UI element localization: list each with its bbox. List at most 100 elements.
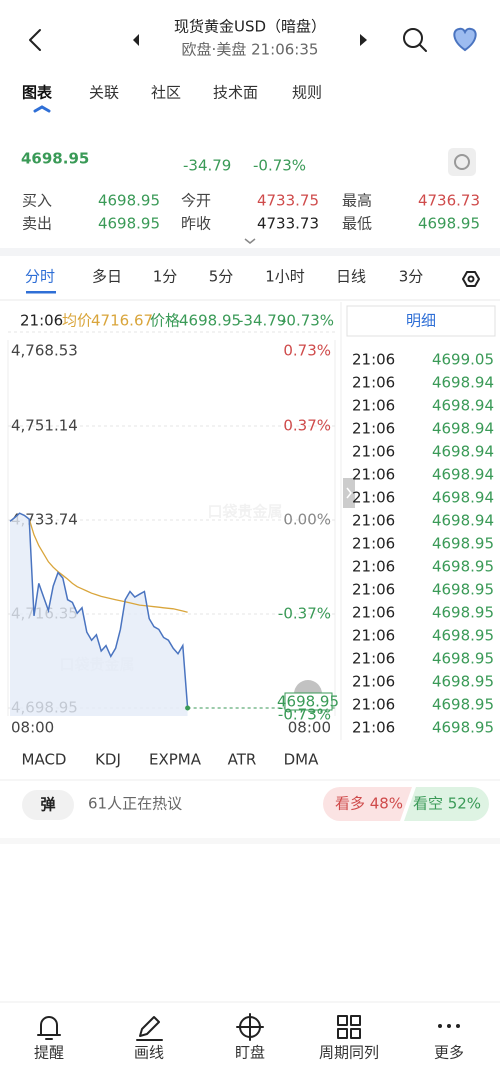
avg-label: 均价 bbox=[62, 312, 92, 330]
collapse-handle[interactable] bbox=[343, 478, 355, 508]
periods: 分时 多日 1分 5分 1小时 日线 3分 bbox=[25, 268, 423, 286]
last-price-dot bbox=[185, 705, 191, 711]
watermark: 口袋贵金属 bbox=[207, 503, 282, 521]
detail-price: 4698.94 bbox=[432, 466, 494, 484]
tab-indicator bbox=[33, 105, 51, 113]
field-value: 4733.75 bbox=[257, 192, 319, 210]
chart-mode-button[interactable] bbox=[448, 148, 476, 176]
detail-time: 21:06 bbox=[352, 696, 395, 714]
price-label: 价格 bbox=[150, 312, 180, 330]
y2-tick-label: 0.37% bbox=[283, 416, 331, 434]
field-value: 4733.73 bbox=[257, 215, 319, 233]
bear-pill[interactable] bbox=[404, 787, 489, 821]
detail-time: 21:06 bbox=[352, 604, 395, 622]
icon-multi bbox=[337, 1015, 361, 1039]
price-chart: 口袋贵金属 口袋贵金属 4,768.534,751.144,733.744,71… bbox=[7, 331, 339, 737]
detail-price: 4698.95 bbox=[432, 604, 494, 622]
divider bbox=[0, 838, 500, 844]
icon-watch-ring bbox=[239, 1016, 261, 1038]
detail-time: 21:06 bbox=[352, 535, 395, 553]
bull-text: 看多 48% bbox=[335, 795, 403, 813]
danmaku-toggle[interactable] bbox=[22, 790, 74, 820]
back-button[interactable] bbox=[29, 29, 41, 51]
detail-time: 21:06 bbox=[352, 443, 395, 461]
x-tick-label: 08:00 bbox=[11, 719, 54, 737]
icon-more bbox=[438, 1024, 460, 1028]
detail-time: 21:06 bbox=[352, 627, 395, 645]
field-label: 今开 bbox=[181, 192, 211, 210]
avg-line bbox=[28, 518, 188, 613]
price-tag: 4698.95 bbox=[277, 693, 339, 711]
detail-price: 4698.95 bbox=[432, 673, 494, 691]
tab[interactable]: 社区 bbox=[151, 84, 181, 102]
indicator[interactable]: ATR bbox=[228, 751, 257, 769]
detail-time: 21:06 bbox=[352, 673, 395, 691]
detail-price: 4698.94 bbox=[432, 443, 494, 461]
detail-price: 4698.94 bbox=[432, 397, 494, 415]
y-tick-label: 4,768.53 bbox=[11, 342, 78, 360]
y2-tick-label: -0.37% bbox=[278, 604, 331, 622]
collapse-arrow bbox=[346, 487, 352, 499]
price-change-pct: -0.73% bbox=[281, 312, 334, 330]
settings-button[interactable] bbox=[462, 271, 480, 287]
next-arrow[interactable] bbox=[360, 34, 367, 46]
detail-time: 21:06 bbox=[352, 558, 395, 576]
tab[interactable]: 图表 bbox=[22, 84, 53, 102]
period[interactable]: 多日 bbox=[92, 268, 122, 286]
y2-tick-label: 0.73% bbox=[283, 342, 331, 360]
change-pct: -0.73% bbox=[253, 157, 306, 175]
nav-item[interactable]: 提醒 bbox=[34, 1044, 64, 1062]
indicators: MACD KDJ EXPMA ATR DMA bbox=[22, 751, 320, 769]
divider bbox=[0, 248, 500, 256]
last-price: 4698.95 bbox=[21, 150, 89, 168]
detail-price: 4698.94 bbox=[432, 512, 494, 530]
period[interactable]: 1小时 bbox=[265, 268, 305, 286]
field-label: 昨收 bbox=[181, 215, 211, 233]
nav-item[interactable]: 画线 bbox=[134, 1044, 164, 1062]
change: -34.79 bbox=[183, 157, 231, 175]
indicator[interactable]: KDJ bbox=[95, 751, 121, 769]
field-value: 4736.73 bbox=[418, 192, 480, 210]
price-tag-pct: -0.73% bbox=[278, 706, 331, 724]
price-change: -34.79 bbox=[238, 312, 286, 330]
detail-header[interactable] bbox=[346, 305, 496, 337]
tab[interactable]: 关联 bbox=[89, 84, 119, 102]
search-button[interactable] bbox=[403, 28, 427, 52]
period[interactable]: 分时 bbox=[25, 268, 55, 286]
nav-item[interactable]: 更多 bbox=[434, 1044, 464, 1062]
detail-time: 21:06 bbox=[352, 512, 395, 530]
period-indicator bbox=[26, 291, 56, 294]
detail-price: 4698.94 bbox=[432, 420, 494, 438]
avg-value: 4716.67 bbox=[91, 312, 153, 330]
detail-price: 4698.95 bbox=[432, 581, 494, 599]
detail-price: 4698.95 bbox=[432, 696, 494, 714]
detail-time: 21:06 bbox=[352, 489, 395, 507]
subtitle: 欧盘·美盘 21:06:35 bbox=[182, 41, 319, 59]
period[interactable]: 5分 bbox=[209, 268, 234, 286]
icon-alert bbox=[37, 1016, 61, 1040]
nav-item[interactable]: 周期同列 bbox=[319, 1044, 379, 1062]
tab[interactable]: 技术面 bbox=[213, 84, 258, 102]
expand-button[interactable] bbox=[244, 238, 256, 244]
period[interactable]: 3分 bbox=[399, 268, 424, 286]
tab[interactable]: 规则 bbox=[292, 84, 322, 102]
settings-dot bbox=[467, 275, 475, 283]
prev-arrow[interactable] bbox=[133, 34, 139, 46]
detail-time: 21:06 bbox=[352, 466, 395, 484]
title: 现货黄金USD（暗盘） bbox=[174, 18, 326, 36]
indicator[interactable]: MACD bbox=[22, 751, 67, 769]
favorite-button[interactable] bbox=[453, 27, 477, 52]
y2-tick-label: 0.00% bbox=[283, 511, 331, 529]
period[interactable]: 1分 bbox=[153, 268, 178, 286]
bull-pill[interactable] bbox=[323, 787, 412, 821]
detail-price: 4698.95 bbox=[432, 650, 494, 668]
indicator[interactable]: EXPMA bbox=[149, 751, 202, 769]
indicator[interactable]: DMA bbox=[284, 751, 319, 769]
price-area bbox=[10, 513, 188, 716]
quote-fields: 买入 4698.95 今开 4733.75 最高 4736.73 卖出 4698.95 昨收 47… bbox=[22, 192, 480, 233]
nav-item[interactable]: 盯盘 bbox=[235, 1044, 265, 1062]
period[interactable]: 日线 bbox=[336, 268, 366, 286]
detail-price: 4698.94 bbox=[432, 489, 494, 507]
